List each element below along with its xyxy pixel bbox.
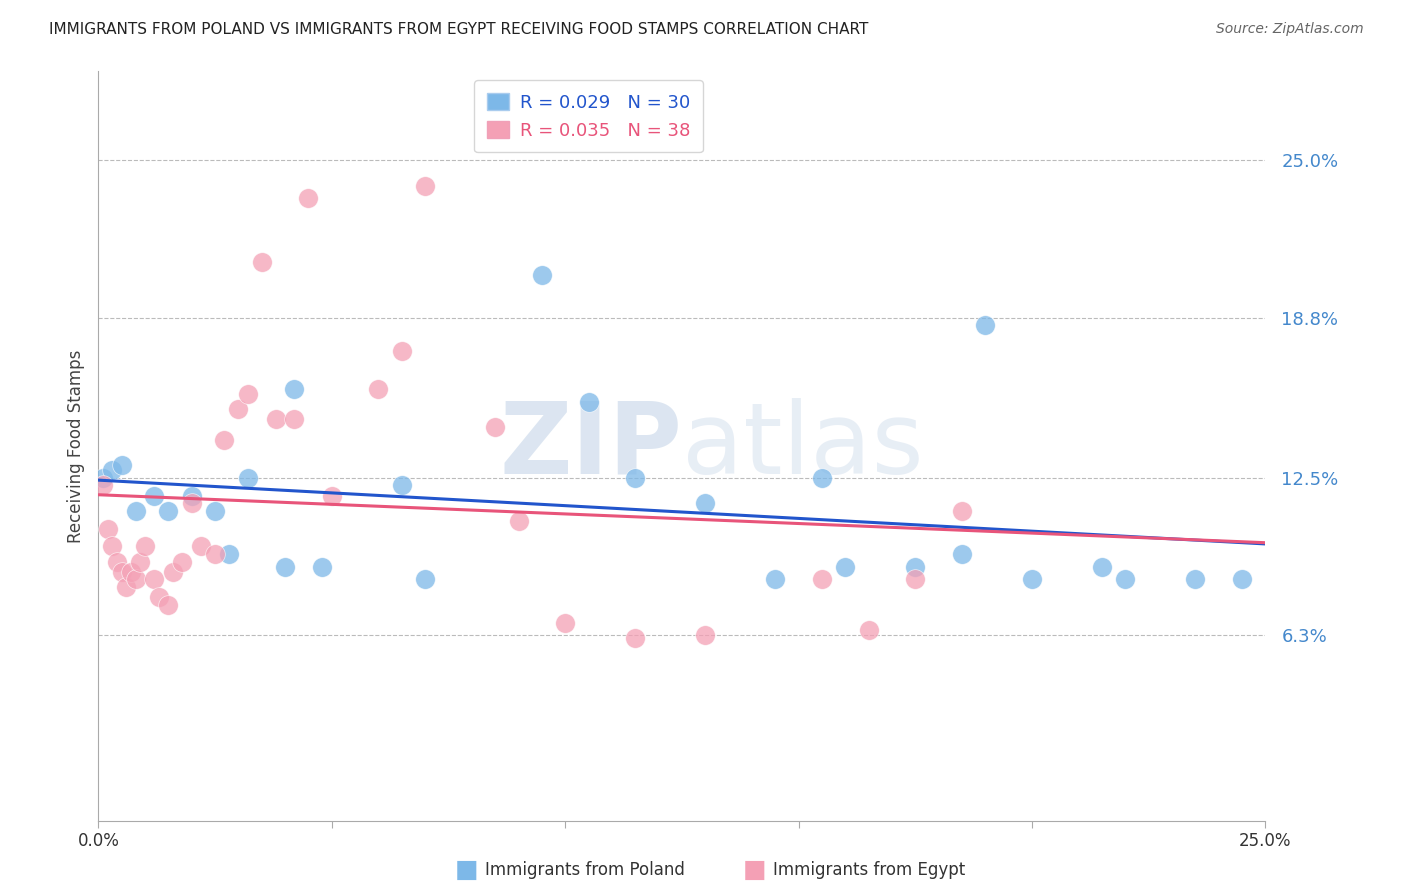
Text: ■: ■ <box>742 858 766 881</box>
Point <box>111 565 134 579</box>
Point <box>91 478 114 492</box>
Text: Immigrants from Poland: Immigrants from Poland <box>485 861 685 879</box>
Point <box>1230 572 1253 586</box>
Text: Source: ZipAtlas.com: Source: ZipAtlas.com <box>1216 22 1364 37</box>
Point <box>250 255 273 269</box>
Point <box>811 572 834 586</box>
Point <box>157 598 180 612</box>
Point <box>97 522 120 536</box>
Text: Immigrants from Egypt: Immigrants from Egypt <box>773 861 966 879</box>
Point <box>413 178 436 193</box>
Point <box>321 489 343 503</box>
Point <box>624 631 647 645</box>
Point <box>624 471 647 485</box>
Point <box>105 555 128 569</box>
Point <box>218 547 240 561</box>
Point <box>391 343 413 358</box>
Point <box>180 489 202 503</box>
Point <box>129 555 152 569</box>
Point <box>413 572 436 586</box>
Point <box>530 268 553 282</box>
Point <box>950 504 973 518</box>
Point <box>1184 572 1206 586</box>
Point <box>134 539 156 553</box>
Point <box>236 471 259 485</box>
Point <box>228 402 250 417</box>
Point <box>858 623 880 637</box>
Point <box>125 572 148 586</box>
Point <box>297 191 319 205</box>
Text: ■: ■ <box>454 858 478 881</box>
Point <box>111 458 134 472</box>
Point <box>204 504 226 518</box>
Point <box>115 580 138 594</box>
Point <box>101 539 124 553</box>
Point <box>283 382 305 396</box>
Point <box>125 504 148 518</box>
Point <box>180 496 202 510</box>
Point <box>695 628 717 642</box>
Point <box>834 559 856 574</box>
Point <box>1114 572 1136 586</box>
Legend: R = 0.029   N = 30, R = 0.035   N = 38: R = 0.029 N = 30, R = 0.035 N = 38 <box>474 80 703 153</box>
Point <box>763 572 786 586</box>
Point <box>157 504 180 518</box>
Point <box>391 478 413 492</box>
Text: IMMIGRANTS FROM POLAND VS IMMIGRANTS FROM EGYPT RECEIVING FOOD STAMPS CORRELATIO: IMMIGRANTS FROM POLAND VS IMMIGRANTS FRO… <box>49 22 869 37</box>
Point <box>148 590 170 604</box>
Point <box>264 412 287 426</box>
Point <box>172 555 194 569</box>
Point <box>904 559 927 574</box>
Point <box>811 471 834 485</box>
Point <box>578 394 600 409</box>
Point <box>236 387 259 401</box>
Text: atlas: atlas <box>682 398 924 494</box>
Point <box>274 559 297 574</box>
Point <box>508 514 530 528</box>
Point <box>311 559 333 574</box>
Point <box>214 433 236 447</box>
Point <box>162 565 184 579</box>
Point <box>1091 559 1114 574</box>
Point <box>367 382 389 396</box>
Point <box>101 463 124 477</box>
Point <box>283 412 305 426</box>
Point <box>1021 572 1043 586</box>
Point <box>143 572 166 586</box>
Point <box>120 565 142 579</box>
Y-axis label: Receiving Food Stamps: Receiving Food Stamps <box>66 350 84 542</box>
Point <box>91 471 114 485</box>
Point <box>695 496 717 510</box>
Point <box>204 547 226 561</box>
Point <box>904 572 927 586</box>
Point <box>143 489 166 503</box>
Point <box>950 547 973 561</box>
Point <box>484 420 506 434</box>
Point <box>190 539 212 553</box>
Point <box>554 615 576 630</box>
Point <box>974 318 997 333</box>
Text: ZIP: ZIP <box>499 398 682 494</box>
